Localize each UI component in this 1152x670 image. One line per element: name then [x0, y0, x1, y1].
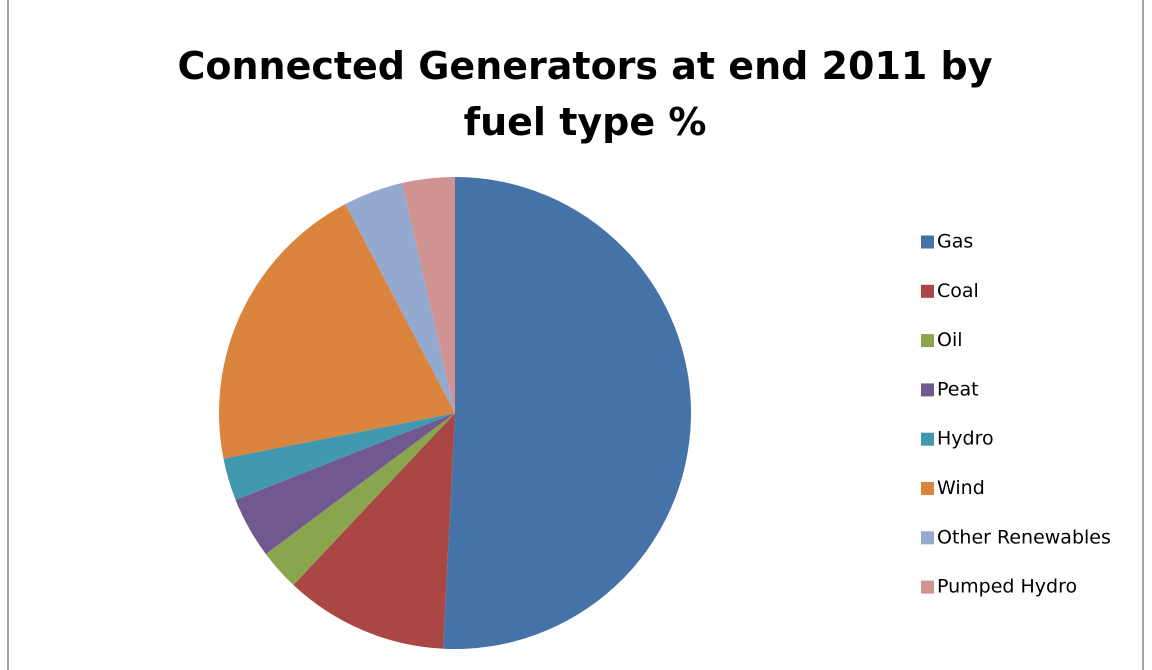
legend-swatch: [921, 334, 934, 348]
legend-label: Other Renewables: [937, 526, 1111, 548]
pie-slice: [345, 183, 455, 413]
legend-swatch: [921, 482, 934, 495]
legend-label: Peat: [937, 378, 979, 400]
legend-label: Gas: [937, 231, 973, 253]
pie-slice: [223, 413, 455, 500]
pie-slice: [402, 177, 455, 413]
pie-slice: [265, 413, 455, 586]
legend-swatch: [921, 383, 934, 397]
legend-label: Wind: [937, 477, 985, 499]
pie-slice: [219, 204, 455, 459]
pie-slice: [235, 413, 455, 555]
legend-label: Hydro: [937, 428, 994, 450]
legend-label: Pumped Hydro: [937, 576, 1077, 598]
legend-swatch: [921, 432, 934, 446]
legend-swatch: [921, 235, 934, 249]
legend-label: Oil: [937, 329, 963, 351]
chart-title: Connected Generators at end 2011 by fuel…: [177, 44, 993, 144]
pie-slice: [293, 413, 455, 649]
legend-swatch: [921, 580, 934, 594]
legend-swatch: [921, 284, 934, 298]
pie-slice: [443, 177, 692, 650]
legend-label: Coal: [937, 280, 979, 302]
legend-swatch: [921, 531, 934, 545]
